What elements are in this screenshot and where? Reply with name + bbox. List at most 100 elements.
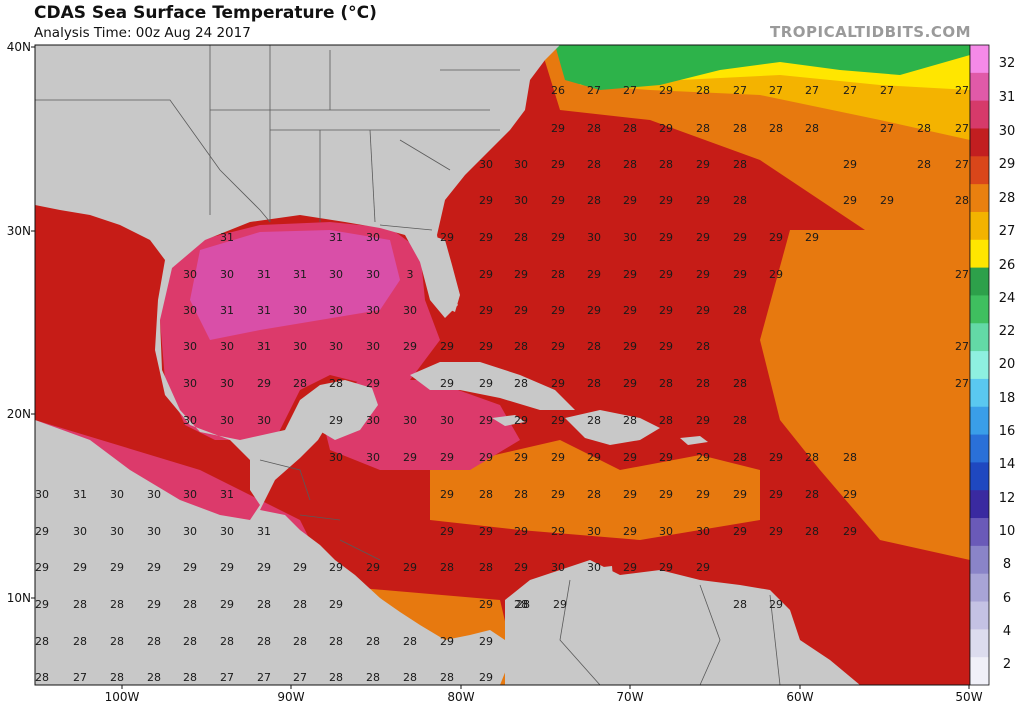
colorbar-label: 12: [999, 491, 1016, 506]
sst-value-label: 29: [440, 525, 454, 538]
sst-value-label: 30: [329, 304, 343, 317]
sst-value-label: 28: [183, 598, 197, 611]
sst-value-label: 29: [514, 525, 528, 538]
sst-value-label: 28: [147, 671, 161, 684]
sst-value-label: 29: [696, 304, 710, 317]
sst-value-label: 29: [696, 231, 710, 244]
colorbar-label: 30: [999, 124, 1016, 139]
sst-value-label: 29: [623, 451, 637, 464]
sst-value-label: 30: [293, 304, 307, 317]
sst-value-label: 29: [440, 340, 454, 353]
land-yucatan: [318, 380, 378, 440]
sst-value-label: 29: [659, 488, 673, 501]
sst-value-label: 28: [587, 194, 601, 207]
latitude-label: 30N: [7, 224, 31, 238]
sst-value-label: 29: [147, 598, 161, 611]
sst-value-label: 29: [696, 194, 710, 207]
sst-value-label: 28: [587, 377, 601, 390]
land-hispaniola: [565, 410, 660, 445]
sst-value-label: 28: [147, 635, 161, 648]
colorbar-swatch: [970, 518, 989, 547]
sst-value-label: 30: [220, 377, 234, 390]
sst-value-label: 29: [659, 231, 673, 244]
sst-value-label: 29: [587, 451, 601, 464]
sst-value-label: 3: [407, 268, 414, 281]
colorbar-swatch: [970, 545, 989, 575]
longitude-label: 90W: [277, 690, 304, 704]
colorbar-swatch: [970, 72, 989, 102]
colorbar-swatch: [970, 239, 989, 269]
sst-value-label: 28: [220, 635, 234, 648]
colorbar-label: 24: [999, 291, 1016, 306]
sst-28-band-atlantic-east: [760, 230, 970, 560]
sst-value-label: 28: [329, 377, 343, 390]
sst-value-label: 28: [696, 340, 710, 353]
sst-value-label: 29: [220, 561, 234, 574]
sst-value-label: 29: [659, 122, 673, 135]
sst-value-label: 28: [440, 561, 454, 574]
colorbar-label: 4: [1003, 624, 1011, 639]
longitude-label: 50W: [955, 690, 982, 704]
border-state-4: [369, 129, 376, 223]
sst-value-label: 30: [587, 561, 601, 574]
sst-value-label: 29: [696, 488, 710, 501]
sst-value-label: 30: [183, 304, 197, 317]
land-cuba: [410, 362, 575, 410]
border-state-7: [399, 139, 451, 171]
sst-value-label: 29: [551, 304, 565, 317]
sst-value-label: 28: [623, 122, 637, 135]
latitude-label: 10N: [7, 591, 31, 605]
sst-value-label: 29: [35, 598, 49, 611]
sst-value-label: 30: [587, 231, 601, 244]
sst-value-label: 30: [147, 488, 161, 501]
sst-28-band-caribbean-west: [430, 440, 760, 540]
sst-value-label: 29: [659, 451, 673, 464]
sst-value-label: 29: [257, 561, 271, 574]
colorbar-label: 22: [999, 324, 1016, 339]
sst-value-label: 29: [514, 304, 528, 317]
sst-value-label: 29: [514, 414, 528, 427]
colorbar-swatch: [970, 629, 989, 658]
sst-value-label: 27: [880, 122, 894, 135]
sst-value-labels: 26 27 27 29 28 27 27 27 27 27 27 29 28 28 29 28 28 28 28 27…: [35, 84, 969, 684]
sst-value-label: 29: [696, 561, 710, 574]
sst-value-label: 27: [293, 671, 307, 684]
sst-value-label: 28: [955, 194, 969, 207]
sst-value-label: 29: [843, 194, 857, 207]
sst-value-label: 29: [110, 561, 124, 574]
sst-value-label: 28: [366, 635, 380, 648]
sst-value-label: 28: [403, 671, 417, 684]
sst-value-label: 31: [220, 304, 234, 317]
colorbar-swatch: [970, 490, 989, 519]
sst-value-label: 29: [551, 158, 565, 171]
colorbar-label: 27: [999, 224, 1016, 239]
map-title: CDAS Sea Surface Temperature (°C): [34, 3, 377, 23]
analysis-time: Analysis Time: 00z Aug 24 2017: [34, 25, 251, 41]
sst-value-label: 29: [514, 268, 528, 281]
sst-value-label: 28: [659, 377, 673, 390]
sst-value-label: 29: [479, 194, 493, 207]
sst-value-label: 28: [293, 635, 307, 648]
sst-value-label: 29: [733, 268, 747, 281]
sst-value-label: 29: [366, 377, 380, 390]
temperature-colorbar: 32 31 30 29 28 27 26 24 22 20 18 16 14 12 10 8 6 4 2: [969, 44, 1016, 686]
sst-value-label: 28: [733, 194, 747, 207]
sst-value-label: 29: [440, 377, 454, 390]
sst-value-label: 30: [183, 525, 197, 538]
sst-value-label: 29: [479, 268, 493, 281]
sst-value-label: 29: [696, 158, 710, 171]
border-colombia-venezuela: [559, 579, 601, 685]
sst-value-label: 29: [479, 377, 493, 390]
sst-value-label: 29: [551, 525, 565, 538]
sst-value-label: 29: [587, 304, 601, 317]
latitude-label: 20N: [7, 407, 31, 421]
colorbar-swatch: [970, 295, 989, 324]
sst-value-label: 29: [551, 122, 565, 135]
sst-value-label: 29: [293, 561, 307, 574]
sst-value-label: 29: [479, 451, 493, 464]
sst-value-label: 27: [955, 377, 969, 390]
sst-value-label: 29: [623, 194, 637, 207]
sst-value-label: 30: [183, 377, 197, 390]
border-central-america-1: [259, 459, 311, 501]
